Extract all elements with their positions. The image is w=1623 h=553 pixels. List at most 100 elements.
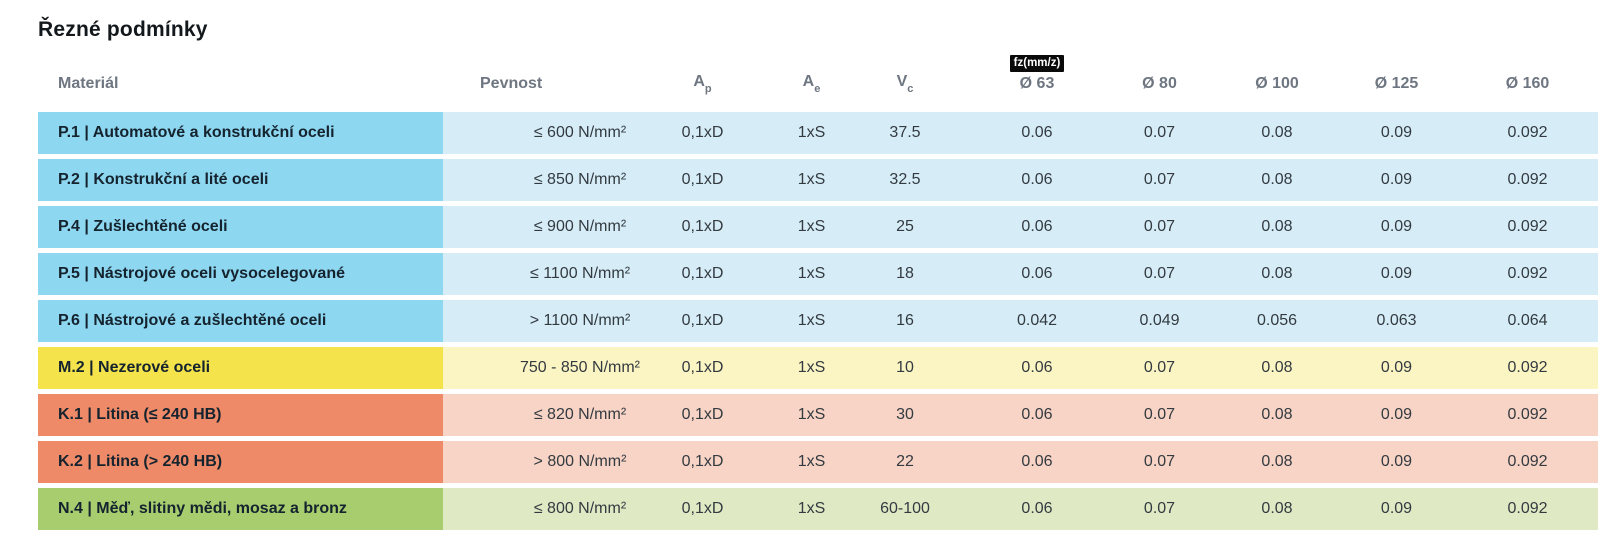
fz-cell-d80: 0.07 bbox=[1101, 347, 1218, 389]
fz-cell-d100: 0.056 bbox=[1218, 300, 1336, 342]
col-header-ap: Ap bbox=[643, 47, 762, 107]
pevnost-cell: ≤ 820 N/mm² bbox=[443, 394, 643, 436]
fz-cell-d63: 0.06 bbox=[973, 441, 1101, 483]
fz-cell-d125: 0.09 bbox=[1336, 347, 1457, 389]
fz-cell-d160: 0.064 bbox=[1457, 300, 1598, 342]
fz-cell-d100: 0.08 bbox=[1218, 347, 1336, 389]
ap-cell: 0,1xD bbox=[643, 112, 762, 154]
fz-cell-d80: 0.049 bbox=[1101, 300, 1218, 342]
pevnost-cell: ≤ 900 N/mm² bbox=[443, 206, 643, 248]
col-header-d100: Ø 100 bbox=[1255, 75, 1299, 92]
fz-cell-d63: 0.06 bbox=[973, 394, 1101, 436]
material-cell: P.5 | Nástrojové oceli vysocelegované bbox=[38, 253, 443, 295]
vc-cell: 25 bbox=[861, 206, 973, 248]
col-header-d125: Ø 125 bbox=[1374, 75, 1419, 92]
ae-cell: 1xS bbox=[762, 112, 861, 154]
vc-subscript: c bbox=[907, 83, 914, 95]
fz-cell-d80: 0.07 bbox=[1101, 488, 1218, 530]
material-cell: N.4 | Měď, slitiny mědi, mosaz a bronz bbox=[38, 488, 443, 530]
material-cell: P.1 | Automatové a konstrukční oceli bbox=[38, 112, 443, 154]
ap-symbol: A bbox=[693, 72, 705, 90]
col-header-d80: Ø 80 bbox=[1142, 75, 1177, 92]
vc-cell: 60-100 bbox=[861, 488, 973, 530]
table-row: P.6 | Nástrojové a zušlechtěné oceli > 11… bbox=[38, 300, 1598, 342]
fz-cell-d80: 0.07 bbox=[1101, 253, 1218, 295]
material-cell: P.6 | Nástrojové a zušlechtěné oceli bbox=[38, 300, 443, 342]
fz-cell-d125: 0.09 bbox=[1336, 159, 1457, 201]
fz-cell-d160: 0.092 bbox=[1457, 441, 1598, 483]
ae-symbol: A bbox=[802, 72, 815, 90]
col-header-ae: Ae bbox=[762, 47, 861, 107]
fz-cell-d100: 0.08 bbox=[1218, 206, 1336, 248]
pevnost-cell: > 800 N/mm² bbox=[443, 441, 643, 483]
page-title: Řezné podmínky bbox=[38, 18, 208, 41]
ap-subscript: p bbox=[704, 83, 712, 95]
fz-cell-d160: 0.092 bbox=[1457, 159, 1598, 201]
ae-cell: 1xS bbox=[762, 441, 861, 483]
vc-cell: 10 bbox=[861, 347, 973, 389]
fz-cell-d125: 0.09 bbox=[1336, 112, 1457, 154]
fz-cell-d63: 0.06 bbox=[973, 159, 1101, 201]
fz-cell-d160: 0.092 bbox=[1457, 488, 1598, 530]
fz-cell-d125: 0.09 bbox=[1336, 488, 1457, 530]
ae-cell: 1xS bbox=[762, 488, 861, 530]
fz-cell-d63: 0.06 bbox=[973, 347, 1101, 389]
ae-cell: 1xS bbox=[762, 253, 861, 295]
fz-cell-d80: 0.07 bbox=[1101, 206, 1218, 248]
vc-cell: 30 bbox=[861, 394, 973, 436]
material-cell: M.2 | Nezerové oceli bbox=[38, 347, 443, 389]
ap-cell: 0,1xD bbox=[643, 300, 762, 342]
fz-cell-d160: 0.092 bbox=[1457, 112, 1598, 154]
pevnost-cell: ≤ 800 N/mm² bbox=[443, 488, 643, 530]
table-row: M.2 | Nezerové oceli 750 - 850 N/mm² 0,1xD… bbox=[38, 347, 1598, 389]
fz-cell-d100: 0.08 bbox=[1218, 159, 1336, 201]
pevnost-cell: ≤ 850 N/mm² bbox=[443, 159, 643, 201]
material-cell: K.2 | Litina (> 240 HB) bbox=[38, 441, 443, 483]
ap-cell: 0,1xD bbox=[643, 488, 762, 530]
ae-cell: 1xS bbox=[762, 347, 861, 389]
ae-subscript: e bbox=[814, 83, 821, 95]
pevnost-cell: > 1100 N/mm² bbox=[443, 300, 643, 342]
fz-cell-d125: 0.09 bbox=[1336, 441, 1457, 483]
material-cell: P.4 | Zušlechtěné oceli bbox=[38, 206, 443, 248]
fz-cell-d100: 0.08 bbox=[1218, 394, 1336, 436]
fz-cell-d63: 0.06 bbox=[973, 253, 1101, 295]
ap-cell: 0,1xD bbox=[643, 206, 762, 248]
table-row: P.4 | Zušlechtěné oceli ≤ 900 N/mm² 0,1xD 1… bbox=[38, 206, 1598, 248]
ae-cell: 1xS bbox=[762, 206, 861, 248]
table-body: P.1 | Automatové a konstrukční oceli ≤ 60… bbox=[38, 112, 1598, 530]
material-cell: P.2 | Konstrukční a lité oceli bbox=[38, 159, 443, 201]
page-container: Řezné podmínky Materiál Pevnost Ap Ae Vc… bbox=[38, 18, 1598, 535]
fz-cell-d80: 0.07 bbox=[1101, 112, 1218, 154]
col-header-d160: Ø 160 bbox=[1505, 75, 1550, 92]
fz-cell-d63: 0.06 bbox=[973, 488, 1101, 530]
col-header-pevnost: Pevnost bbox=[480, 75, 543, 92]
fz-cell-d100: 0.08 bbox=[1218, 441, 1336, 483]
fz-cell-d125: 0.09 bbox=[1336, 206, 1457, 248]
ap-cell: 0,1xD bbox=[643, 347, 762, 389]
fz-cell-d125: 0.09 bbox=[1336, 394, 1457, 436]
header-row: Materiál Pevnost Ap Ae Vc fz(mm/z) Ø 63 … bbox=[38, 47, 1598, 107]
fz-cell-d80: 0.07 bbox=[1101, 394, 1218, 436]
ae-cell: 1xS bbox=[762, 394, 861, 436]
fz-cell-d80: 0.07 bbox=[1101, 441, 1218, 483]
cutting-conditions-table: Materiál Pevnost Ap Ae Vc fz(mm/z) Ø 63 … bbox=[38, 42, 1598, 535]
material-cell: K.1 | Litina (≤ 240 HB) bbox=[38, 394, 443, 436]
col-header-vc: Vc bbox=[861, 47, 973, 107]
table-row: P.2 | Konstrukční a lité oceli ≤ 850 N/mm… bbox=[38, 159, 1598, 201]
table-row: N.4 | Měď, slitiny mědi, mosaz a bronz ≤ … bbox=[38, 488, 1598, 530]
ap-cell: 0,1xD bbox=[643, 253, 762, 295]
vc-cell: 16 bbox=[861, 300, 973, 342]
vc-symbol: V bbox=[896, 72, 908, 90]
fz-cell-d80: 0.07 bbox=[1101, 159, 1218, 201]
d63-label: Ø 63 bbox=[1019, 75, 1055, 92]
fz-cell-d63: 0.042 bbox=[973, 300, 1101, 342]
ap-cell: 0,1xD bbox=[643, 159, 762, 201]
vc-cell: 37.5 bbox=[861, 112, 973, 154]
table-row: K.2 | Litina (> 240 HB) > 800 N/mm² 0,1xD 1… bbox=[38, 441, 1598, 483]
fz-cell-d160: 0.092 bbox=[1457, 394, 1598, 436]
vc-cell: 32.5 bbox=[861, 159, 973, 201]
fz-cell-d125: 0.09 bbox=[1336, 253, 1457, 295]
table-header: Materiál Pevnost Ap Ae Vc fz(mm/z) Ø 63 … bbox=[38, 47, 1598, 107]
col-header-d63: fz(mm/z) Ø 63 bbox=[973, 47, 1101, 107]
